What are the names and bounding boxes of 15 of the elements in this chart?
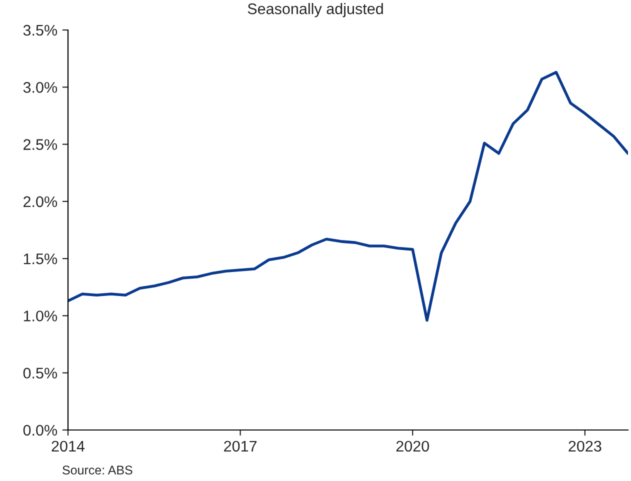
y-tick-label: 1.0% bbox=[24, 310, 58, 322]
x-tick-label: 2023 bbox=[568, 440, 602, 452]
x-tick-label: 2014 bbox=[52, 440, 85, 452]
y-tick-label: 3.5% bbox=[23, 24, 58, 36]
x-tick-label: 2020 bbox=[396, 440, 430, 452]
y-tick-label: 0.5% bbox=[23, 368, 58, 379]
y-tick-label: 3.0% bbox=[23, 82, 58, 93]
y-tick-label: 0.0% bbox=[23, 424, 58, 436]
y-tick-label: 2.0% bbox=[24, 196, 58, 208]
source-note: Source: ABS bbox=[62, 466, 132, 475]
chart-title: Seasonally adjusted bbox=[248, 3, 383, 18]
y-tick-label: 2.5% bbox=[24, 139, 58, 150]
y-tick-label: 1.5% bbox=[24, 254, 58, 264]
x-tick-label: 2017 bbox=[224, 440, 257, 452]
line-series bbox=[68, 70, 628, 322]
